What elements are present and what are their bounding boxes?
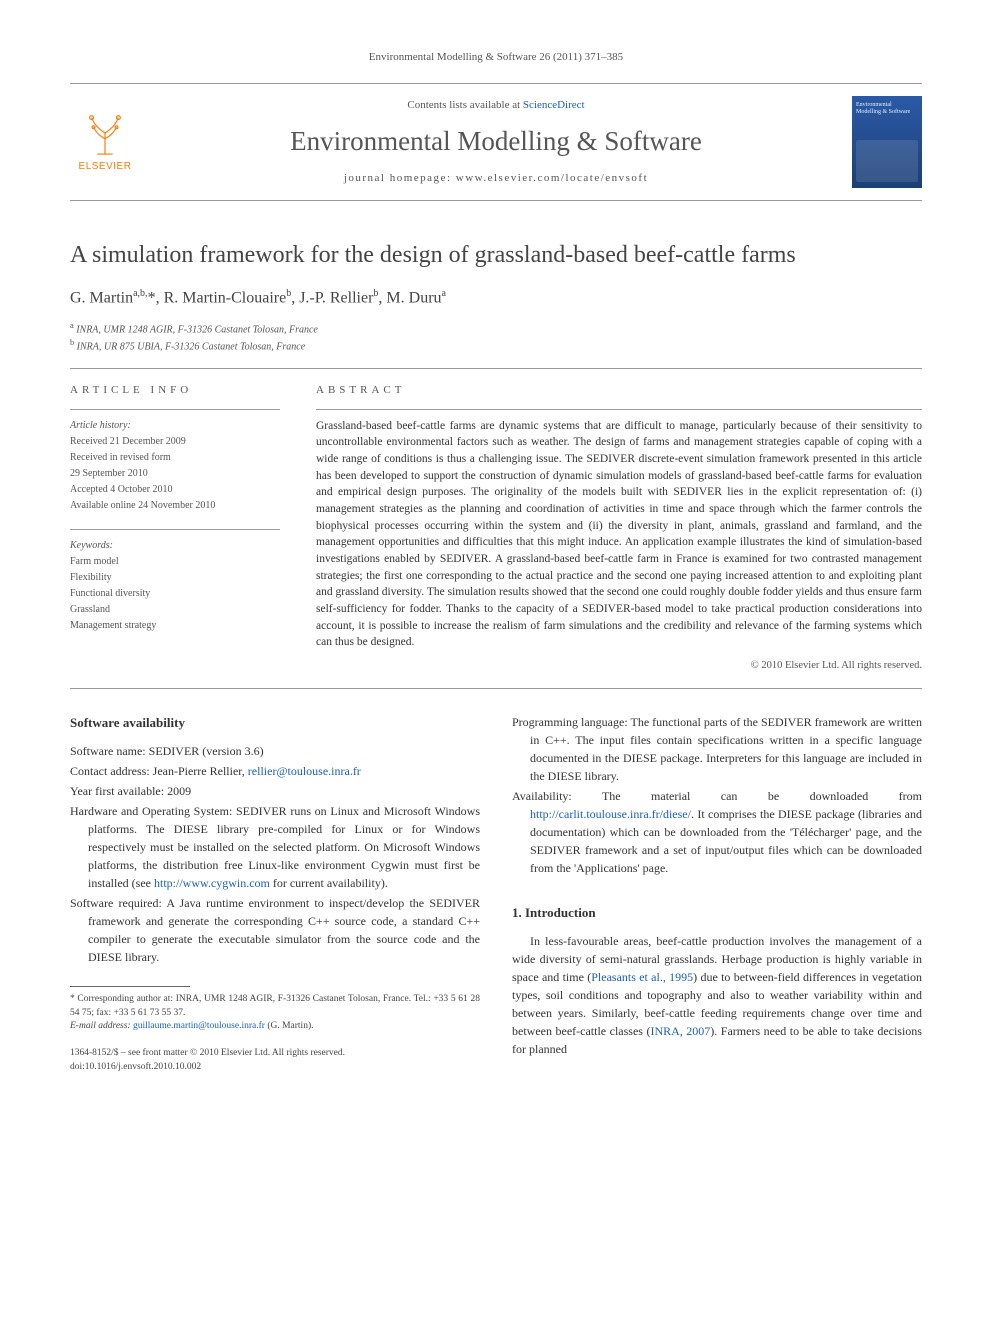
keyword: Farm model xyxy=(70,554,280,569)
history-line: Available online 24 November 2010 xyxy=(70,498,280,513)
info-abstract-row: ARTICLE INFO Article history: Received 2… xyxy=(70,383,922,673)
history-line: Accepted 4 October 2010 xyxy=(70,482,280,497)
bottom-metadata: 1364-8152/$ – see front matter © 2010 El… xyxy=(70,1047,480,1074)
author-4: , M. Duru xyxy=(378,289,441,306)
history-label: Article history: xyxy=(70,418,280,433)
introduction-head: 1. Introduction xyxy=(512,903,922,923)
keywords-block: Keywords: Farm model Flexibility Functio… xyxy=(70,538,280,633)
divider xyxy=(70,368,922,369)
cygwin-link[interactable]: http://www.cygwin.com xyxy=(154,876,270,890)
abstract-column: ABSTRACT Grassland-based beef-cattle far… xyxy=(316,383,922,673)
elsevier-tree-icon xyxy=(82,110,128,156)
history-line: 29 September 2010 xyxy=(70,466,280,481)
doi-line: doi:10.1016/j.envsoft.2010.10.002 xyxy=(70,1061,480,1074)
footnote-divider xyxy=(70,986,190,987)
article-title: A simulation framework for the design of… xyxy=(70,239,922,273)
affiliations: a INRA, UMR 1248 AGIR, F-31326 Castanet … xyxy=(70,320,922,355)
elsevier-logo: ELSEVIER xyxy=(70,102,140,182)
footnotes: * Corresponding author at: INRA, UMR 124… xyxy=(70,993,480,1033)
keyword: Management strategy xyxy=(70,618,280,633)
corresponding-star: * xyxy=(148,289,156,306)
software-year-line: Year first available: 2009 xyxy=(70,782,480,800)
software-required-line: Software required: A Java runtime enviro… xyxy=(70,894,480,966)
software-availability-line: Availability: The material can be downlo… xyxy=(512,787,922,877)
masthead-center: Contents lists available at ScienceDirec… xyxy=(156,98,836,187)
cover-image-placeholder xyxy=(856,140,918,182)
divider xyxy=(70,529,280,530)
author-1-affil: a,b, xyxy=(133,288,147,299)
software-proglang-line: Programming language: The functional par… xyxy=(512,713,922,785)
citation-inra[interactable]: INRA, 2007 xyxy=(650,1024,710,1038)
running-head: Environmental Modelling & Software 26 (2… xyxy=(70,50,922,65)
cover-title: Environmental Modelling & Software xyxy=(856,102,918,115)
divider xyxy=(70,409,280,410)
history-line: Received 21 December 2009 xyxy=(70,434,280,449)
hwos-tail: for current availability). xyxy=(270,876,388,890)
author-1: G. Martin xyxy=(70,289,133,306)
journal-homepage: journal homepage: www.elsevier.com/locat… xyxy=(156,171,836,186)
email-footnote: E-mail address: guillaume.martin@toulous… xyxy=(70,1020,480,1033)
diese-link[interactable]: http://carlit.toulouse.inra.fr/diese/ xyxy=(530,807,691,821)
software-contact-line: Contact address: Jean-Pierre Rellier, re… xyxy=(70,762,480,780)
contact-email-link[interactable]: rellier@toulouse.inra.fr xyxy=(248,764,361,778)
author-4-affil: a xyxy=(442,288,446,299)
page: Environmental Modelling & Software 26 (2… xyxy=(0,0,992,1124)
author-email-link[interactable]: guillaume.martin@toulouse.inra.fr xyxy=(133,1021,265,1031)
journal-cover-thumbnail: Environmental Modelling & Software xyxy=(852,96,922,188)
affiliation-b: b INRA, UR 875 UBIA, F-31326 Castanet To… xyxy=(70,337,922,354)
software-hwos-line: Hardware and Operating System: SEDIVER r… xyxy=(70,802,480,892)
authors-line: G. Martina,b,*, R. Martin-Clouaireb, J.-… xyxy=(70,287,922,310)
affiliation-b-text: INRA, UR 875 UBIA, F-31326 Castanet Tolo… xyxy=(77,341,306,352)
journal-masthead: ELSEVIER Contents lists available at Sci… xyxy=(70,83,922,201)
citation-pleasants[interactable]: Pleasants et al., 1995 xyxy=(591,970,693,984)
affiliation-a-text: INRA, UMR 1248 AGIR, F-31326 Castanet To… xyxy=(76,324,318,335)
email-tail: (G. Martin). xyxy=(265,1021,314,1031)
keywords-label: Keywords: xyxy=(70,538,280,553)
email-label: E-mail address: xyxy=(70,1021,133,1031)
left-column: Software availability Software name: SED… xyxy=(70,713,480,1074)
divider xyxy=(70,688,922,689)
body-columns: Software availability Software name: SED… xyxy=(70,713,922,1074)
history-line: Received in revised form xyxy=(70,450,280,465)
publisher-name: ELSEVIER xyxy=(79,160,132,174)
keyword: Functional diversity xyxy=(70,586,280,601)
divider xyxy=(316,409,922,410)
right-column: Programming language: The functional par… xyxy=(512,713,922,1074)
article-info-column: ARTICLE INFO Article history: Received 2… xyxy=(70,383,280,673)
contents-available-line: Contents lists available at ScienceDirec… xyxy=(156,98,836,113)
sciencedirect-link[interactable]: ScienceDirect xyxy=(523,99,585,111)
abstract-head: ABSTRACT xyxy=(316,383,922,398)
avail-prefix: Availability: The material can be downlo… xyxy=(512,789,922,803)
software-name-line: Software name: SEDIVER (version 3.6) xyxy=(70,742,480,760)
affiliation-a: a INRA, UMR 1248 AGIR, F-31326 Castanet … xyxy=(70,320,922,337)
corresponding-author-footnote: * Corresponding author at: INRA, UMR 124… xyxy=(70,993,480,1020)
article-info-head: ARTICLE INFO xyxy=(70,383,280,398)
issn-copyright-line: 1364-8152/$ – see front matter © 2010 El… xyxy=(70,1047,480,1060)
abstract-copyright: © 2010 Elsevier Ltd. All rights reserved… xyxy=(316,659,922,674)
keyword: Grassland xyxy=(70,602,280,617)
intro-paragraph: In less-favourable areas, beef-cattle pr… xyxy=(512,932,922,1058)
abstract-text: Grassland-based beef-cattle farms are dy… xyxy=(316,418,922,651)
author-2: , R. Martin-Clouaire xyxy=(156,289,287,306)
author-3: , J.-P. Rellier xyxy=(291,289,373,306)
contact-prefix: Contact address: Jean-Pierre Rellier, xyxy=(70,764,248,778)
software-availability-head: Software availability xyxy=(70,713,480,733)
keyword: Flexibility xyxy=(70,570,280,585)
contents-prefix: Contents lists available at xyxy=(407,99,522,111)
journal-name: Environmental Modelling & Software xyxy=(156,123,836,161)
article-history: Article history: Received 21 December 20… xyxy=(70,418,280,513)
